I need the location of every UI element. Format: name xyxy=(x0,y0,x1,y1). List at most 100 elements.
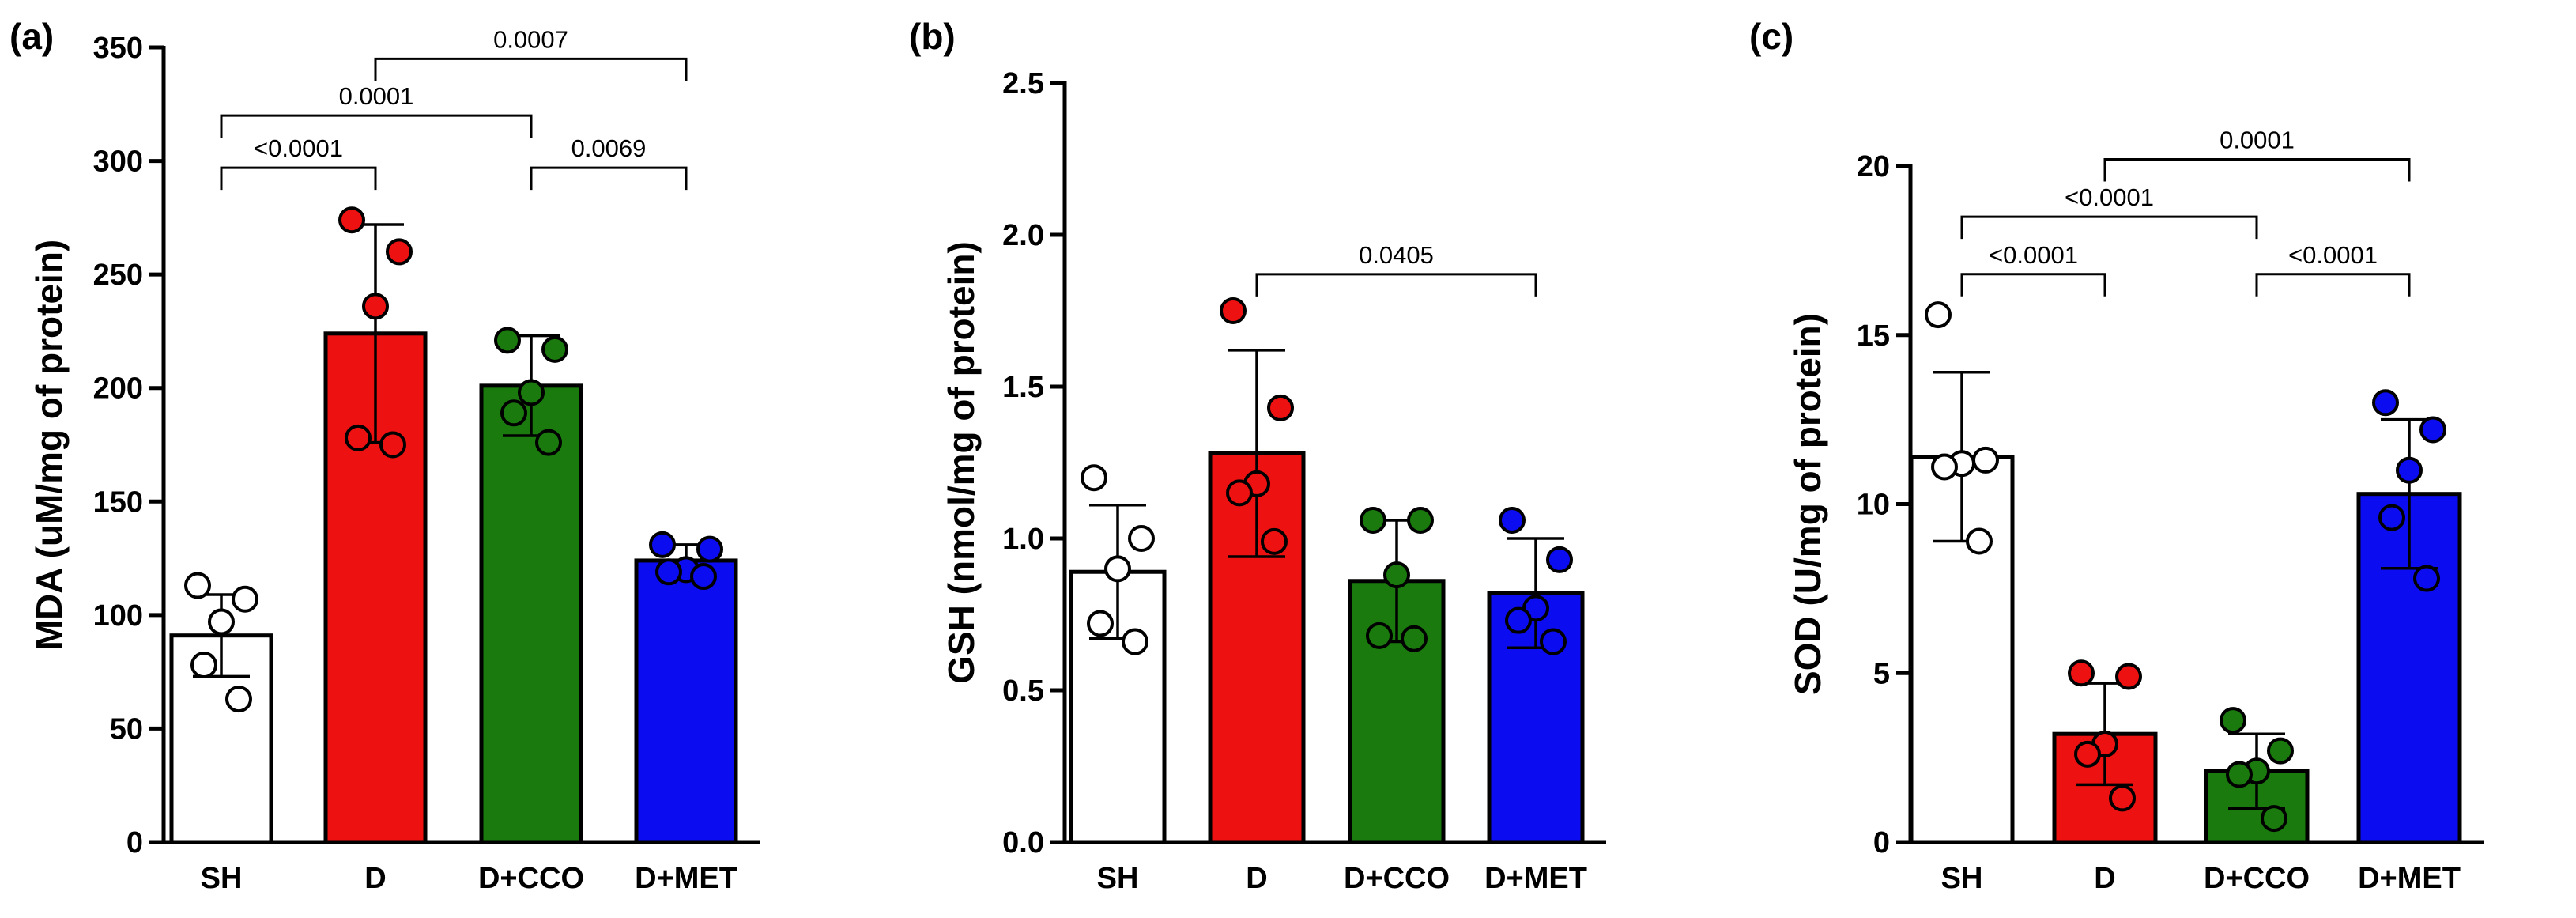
p-value-label: 0.0007 xyxy=(493,25,568,53)
data-point xyxy=(541,335,568,363)
significance-bracket xyxy=(2255,273,2411,297)
data-point xyxy=(1128,525,1155,552)
data-point xyxy=(362,293,389,320)
data-point xyxy=(655,558,682,586)
data-point xyxy=(1966,527,1993,555)
data-point xyxy=(345,424,372,451)
y-tick-label: 0.0 xyxy=(1002,826,1044,859)
data-point xyxy=(2074,740,2101,768)
y-tick-label: 350 xyxy=(93,32,143,65)
panel-letter: (c) xyxy=(1749,16,1793,57)
data-point xyxy=(1226,479,1253,507)
data-point xyxy=(1383,561,1410,589)
y-tick-label: 0.5 xyxy=(1002,674,1044,708)
data-point xyxy=(2115,663,2142,690)
data-point xyxy=(1972,446,1999,474)
significance-bracket xyxy=(1960,215,2258,240)
x-category-label: D+MET xyxy=(635,862,737,895)
significance-bracket xyxy=(220,166,377,191)
y-tick-label: 300 xyxy=(93,145,143,179)
bar-d-cco xyxy=(479,383,583,844)
panel-letter: (b) xyxy=(909,16,956,57)
y-tick-label: 1.0 xyxy=(1002,523,1044,556)
data-point xyxy=(535,429,562,456)
data-point xyxy=(2396,456,2423,484)
panel-c: (c) SOD (U/mg of protein) 0 5 10 15 20 SH D D+CCO… xyxy=(1749,16,2484,895)
data-point xyxy=(338,206,365,234)
data-point xyxy=(1546,546,1573,573)
y-tick-label: 200 xyxy=(93,372,143,406)
data-point xyxy=(690,563,717,591)
y-tick-label: 20 xyxy=(1857,150,1890,183)
significance-bracket xyxy=(374,57,688,81)
x-category-label: D+CCO xyxy=(2204,862,2310,895)
y-tick-label: 250 xyxy=(93,259,143,292)
y-tick-label: 0 xyxy=(126,826,143,859)
data-point xyxy=(500,399,527,427)
data-point xyxy=(494,327,521,354)
y-tick-label: 100 xyxy=(93,599,143,633)
data-point xyxy=(1087,610,1114,637)
data-point xyxy=(190,652,217,679)
data-point xyxy=(1925,301,1952,329)
data-point xyxy=(1267,394,1294,421)
p-value-label: <0.0001 xyxy=(254,134,343,162)
data-point xyxy=(1261,527,1288,555)
data-point xyxy=(1401,625,1428,652)
x-category-label: D xyxy=(1246,862,1267,895)
p-value-label: <0.0001 xyxy=(1989,241,2078,269)
data-point xyxy=(2372,389,2399,417)
y-axis-title: MDA (uM/mg of protein) xyxy=(28,240,70,651)
y-tick-label: 0 xyxy=(1873,826,1890,859)
data-point xyxy=(1366,621,1393,649)
y-tick-label: 15 xyxy=(1857,319,1890,353)
data-point xyxy=(1104,555,1131,583)
data-point xyxy=(1499,506,1526,534)
x-category-label: D+MET xyxy=(1484,862,1587,895)
significance-bracket xyxy=(2103,157,2411,182)
data-point xyxy=(208,608,235,636)
p-value-label: 0.0001 xyxy=(2220,126,2295,153)
panel-letter: (a) xyxy=(9,16,54,57)
data-point xyxy=(2419,416,2446,444)
data-point xyxy=(184,572,211,599)
y-tick-label: 1.5 xyxy=(1002,371,1044,404)
x-category-label: D+MET xyxy=(2358,862,2461,895)
significance-bracket xyxy=(1960,273,2106,297)
data-point xyxy=(2413,565,2440,592)
p-value-label: 0.0001 xyxy=(339,82,414,110)
x-category-label: SH xyxy=(1941,862,1983,895)
p-value-label: <0.0001 xyxy=(2065,183,2154,211)
x-category-label: D xyxy=(364,862,386,895)
p-value-label: 0.0069 xyxy=(571,134,647,162)
data-point xyxy=(696,535,723,563)
data-point xyxy=(1360,506,1386,534)
y-tick-label: 2.0 xyxy=(1002,219,1044,252)
significance-bracket xyxy=(220,114,533,138)
data-point xyxy=(518,379,545,406)
data-point xyxy=(2068,659,2095,687)
bar-d-met xyxy=(634,558,738,844)
x-category-label: D+CCO xyxy=(1344,862,1450,895)
data-point xyxy=(1220,297,1247,324)
panel-a: (a) MDA (uM/mg of protein) 0 50 100 150 200 250… xyxy=(9,16,760,895)
significance-bracket xyxy=(530,166,688,191)
y-tick-label: 150 xyxy=(93,485,143,519)
x-category-label: SH xyxy=(1097,862,1139,895)
y-tick-label: 10 xyxy=(1857,489,1890,522)
data-point xyxy=(386,238,413,266)
data-point xyxy=(1931,453,1958,481)
data-point xyxy=(1122,628,1148,655)
data-point xyxy=(649,531,676,558)
data-point xyxy=(2267,737,2294,765)
x-category-label: SH xyxy=(201,862,243,895)
y-tick-label: 2.5 xyxy=(1002,67,1044,100)
y-tick-label: 50 xyxy=(110,712,143,746)
data-point xyxy=(1505,606,1532,634)
data-point xyxy=(2220,707,2246,735)
data-point xyxy=(2109,784,2136,812)
x-category-label: D xyxy=(2094,862,2115,895)
y-axis-title: SOD (U/mg of protein) xyxy=(1787,313,1828,695)
data-point xyxy=(1540,628,1567,655)
